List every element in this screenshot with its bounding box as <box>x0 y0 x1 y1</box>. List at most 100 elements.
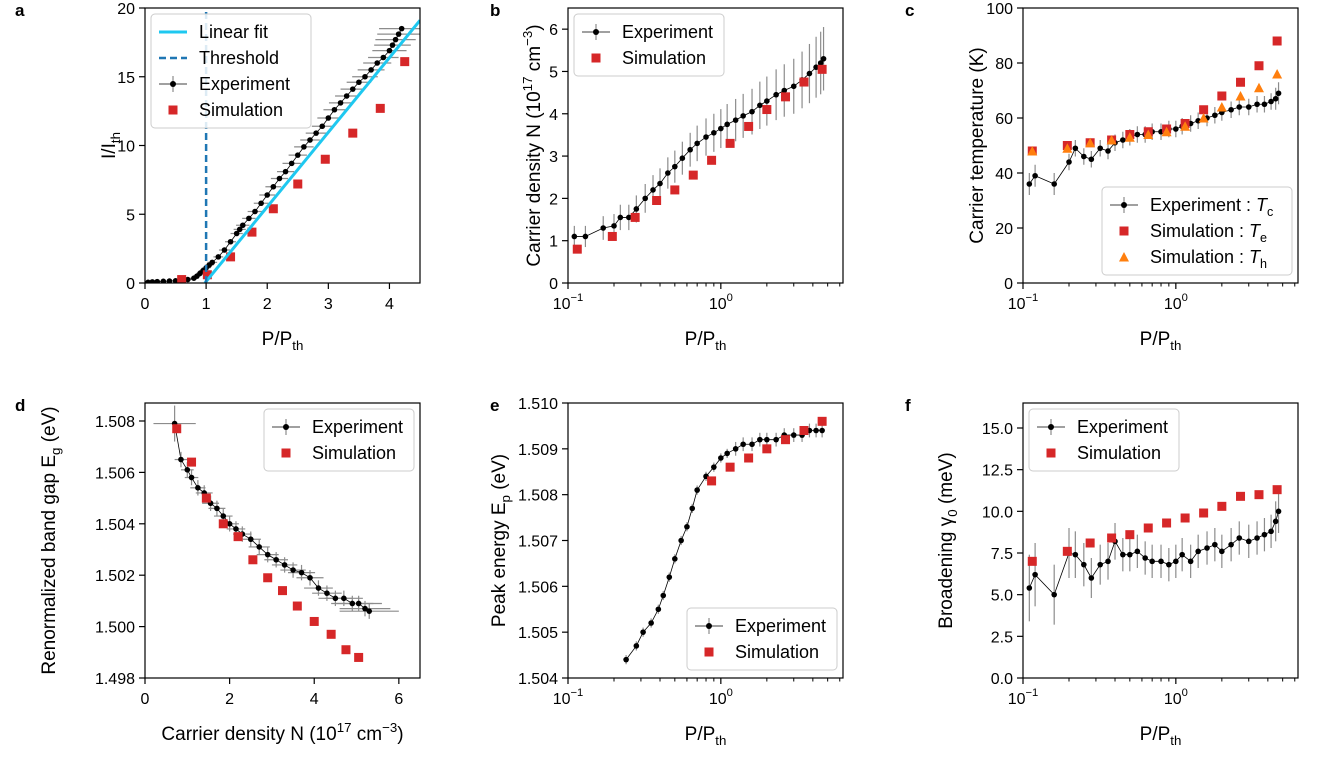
experiment-point <box>209 259 216 266</box>
experiment-point <box>315 585 322 591</box>
legend-label: Experiment : Tc <box>1150 195 1273 219</box>
experiment-point <box>1051 591 1057 598</box>
simulation-point <box>375 103 385 113</box>
axes-frame <box>144 7 421 284</box>
experiment-point <box>366 608 373 614</box>
experiment-point <box>817 60 824 66</box>
simulation-point <box>1125 530 1135 540</box>
experiment-point <box>288 160 295 167</box>
experiment-point <box>1166 561 1172 568</box>
experiment-point <box>1219 548 1225 555</box>
experiment-point <box>1187 558 1194 565</box>
y-tick-label: 0 <box>549 276 558 293</box>
panel-d: d 0 2 4 6 1.498 1.500 1.502 1.504 1.506 1.508 Carri… <box>15 396 421 745</box>
simulation-point <box>1180 513 1190 523</box>
legend-entry: Experiment <box>272 417 403 437</box>
experiment-point <box>718 125 724 132</box>
simulation-point <box>744 453 754 463</box>
experiment-point <box>395 31 402 37</box>
experiment-point <box>655 606 662 613</box>
plot-area <box>1026 36 1283 195</box>
experiment-point <box>623 656 629 663</box>
simulation-point <box>263 573 273 583</box>
legend-marker <box>1121 202 1127 208</box>
experiment-point <box>679 155 686 161</box>
linear-fit-line <box>203 19 420 283</box>
y-tick-label: 1 <box>549 234 558 251</box>
y-tick-label: 1.498 <box>95 671 135 688</box>
experiment-point <box>1032 172 1038 179</box>
legend-marker <box>170 81 176 87</box>
experiment-point <box>694 487 700 493</box>
simulation-point <box>817 64 827 74</box>
experiment-point <box>252 208 258 215</box>
experiment-point <box>764 98 770 104</box>
simulation-point <box>652 196 662 205</box>
y-tick-label: 1.502 <box>95 568 135 585</box>
x-tick-label: 4 <box>310 691 319 708</box>
experiment-point <box>227 238 234 245</box>
experiment-point <box>258 200 264 207</box>
y-tick-label: 10 <box>117 139 135 156</box>
experiment-point <box>145 279 151 283</box>
legend-label: Threshold <box>199 48 279 68</box>
simulation-point <box>762 105 772 115</box>
experiment-point <box>1245 538 1252 545</box>
experiment-point <box>256 544 263 550</box>
experiment-point <box>1272 518 1279 525</box>
experiment-point <box>617 214 624 221</box>
experiment-point <box>1195 548 1201 555</box>
experiment-point <box>247 536 254 543</box>
x-axis-label: P/Pth <box>685 329 727 353</box>
x-tick-label: 10−1 <box>553 292 584 313</box>
experiment-point <box>301 144 307 150</box>
simulation-point <box>707 155 717 165</box>
legend-box <box>263 408 415 472</box>
legend-entry: Experiment <box>1037 417 1168 437</box>
experiment-point <box>1149 558 1155 565</box>
y-axis-label: Carrier temperature (K) <box>967 47 988 243</box>
simulation-point <box>292 601 302 611</box>
experiment-point <box>184 276 191 283</box>
experiment-point <box>1105 558 1111 565</box>
experiment-point <box>398 25 405 32</box>
experiment-point <box>1088 156 1095 163</box>
experiment-point <box>184 467 191 473</box>
experiment-point <box>1051 181 1057 187</box>
experiment-point <box>1236 104 1243 110</box>
legend-label: Experiment <box>312 417 403 437</box>
legend-label: Experiment <box>622 22 713 42</box>
experiment-point <box>813 427 819 434</box>
experiment-point <box>195 485 201 491</box>
experiment-point <box>221 247 228 253</box>
simulation-point <box>1217 501 1227 511</box>
legend-entry: Simulation : Te <box>1119 221 1267 245</box>
experiment-point <box>356 79 362 86</box>
y-tick-label: 5.0 <box>991 588 1013 605</box>
experiment-point <box>1261 101 1268 108</box>
legend-marker <box>281 448 291 458</box>
legend-label: Simulation : Te <box>1150 221 1267 245</box>
legend-marker <box>1119 226 1129 236</box>
experiment-point <box>600 225 607 231</box>
experiment-point <box>160 278 167 283</box>
experiment-point <box>331 106 338 113</box>
simulation-point <box>1254 490 1264 500</box>
y-tick-label: 1.508 <box>518 488 558 505</box>
simulation-th-point <box>1272 69 1283 79</box>
experiment-point <box>270 183 277 190</box>
legend-box <box>150 13 312 129</box>
experiment-point <box>657 180 663 187</box>
experiment-point <box>571 233 578 240</box>
legend-label: Simulation <box>735 642 819 662</box>
simulation-point <box>1062 546 1072 556</box>
simulation-point <box>248 555 258 565</box>
x-tick-label: 0 <box>141 691 150 708</box>
simulation-point <box>1143 523 1153 533</box>
x-axis-label: P/Pth <box>685 724 727 748</box>
experiment-point <box>749 108 755 115</box>
panel-a: a 0 1 2 3 4 0 5 10 15 20 P/Pth I/Ith Linear fit Thresh… <box>15 1 421 353</box>
experiment-point <box>380 54 387 61</box>
axes-frame <box>144 402 421 679</box>
